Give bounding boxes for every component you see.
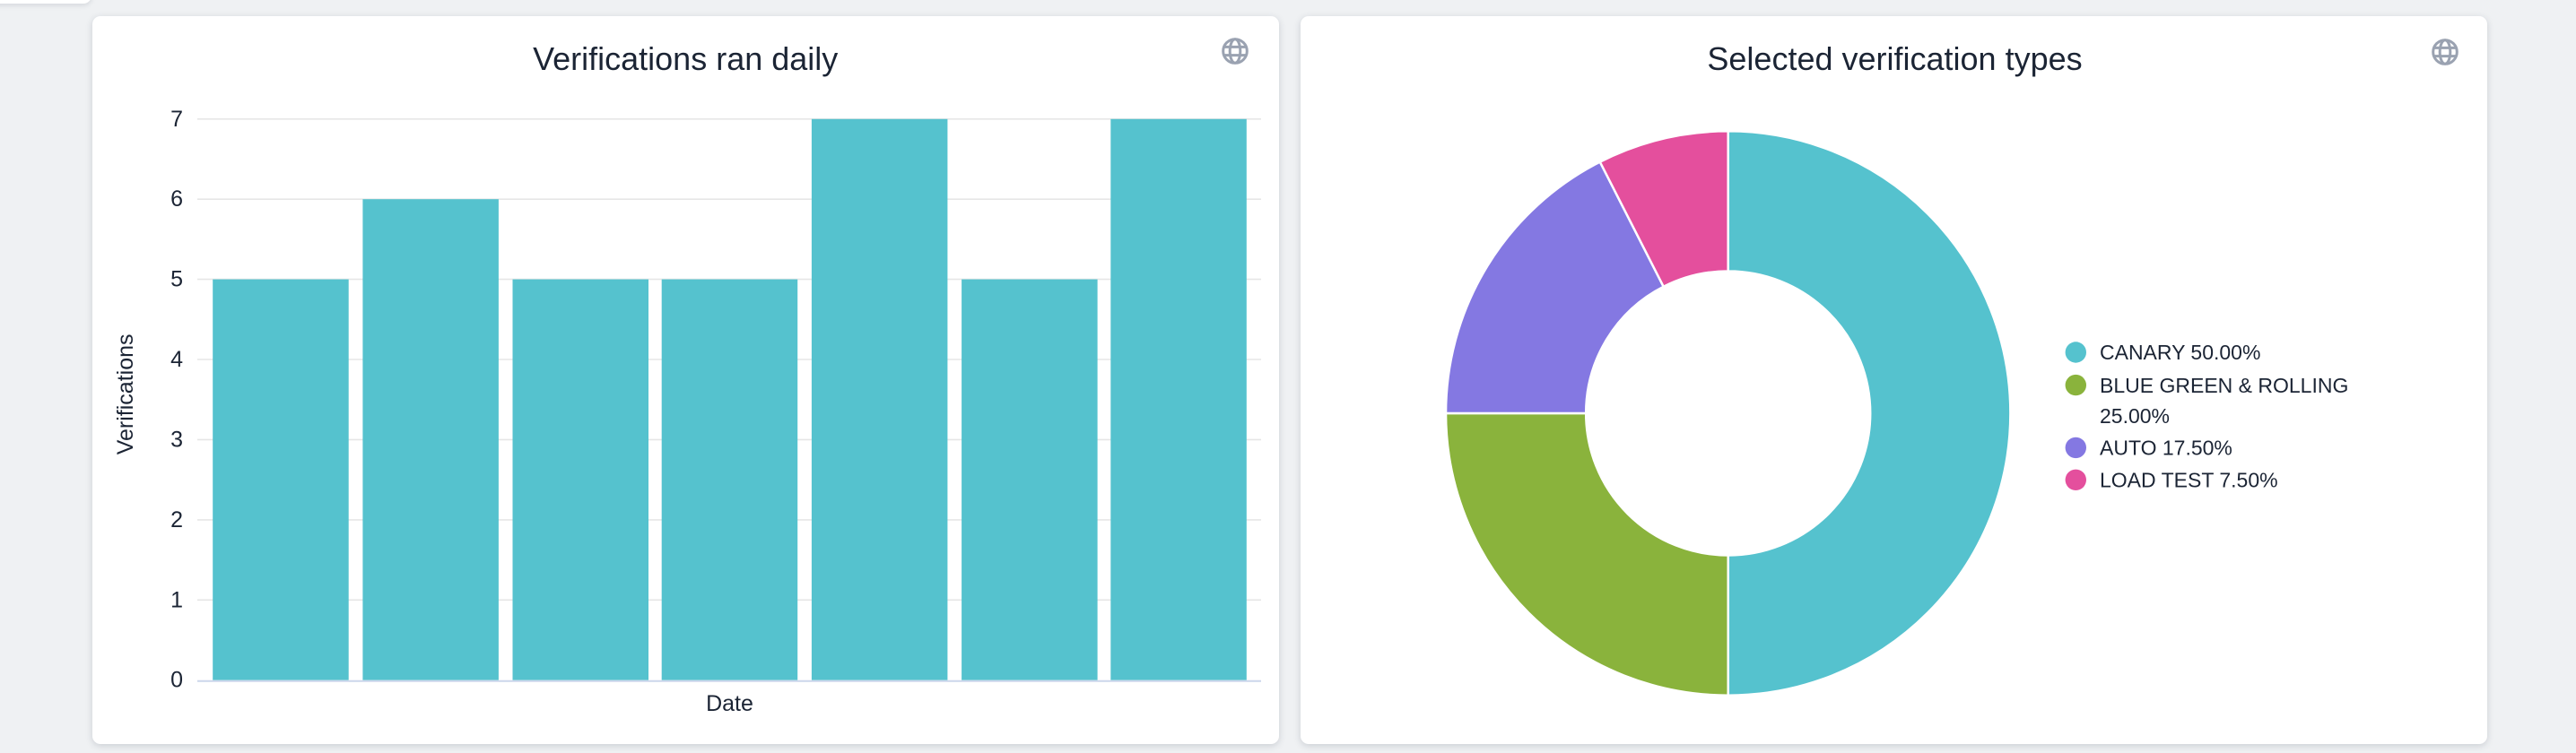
- svg-text:Selected verification types: Selected verification types: [1707, 40, 2082, 77]
- svg-text:4: 4: [170, 347, 183, 372]
- svg-text:Verifications ran daily: Verifications ran daily: [533, 40, 838, 77]
- svg-text:0: 0: [170, 668, 183, 693]
- svg-text:BLUE GREEN & ROLLING: BLUE GREEN & ROLLING: [2100, 374, 2348, 397]
- svg-text:3: 3: [170, 427, 183, 452]
- svg-text:7: 7: [170, 107, 183, 132]
- svg-text:5: 5: [170, 267, 183, 292]
- svg-text:LOAD TEST 7.50%: LOAD TEST 7.50%: [2100, 469, 2278, 492]
- svg-text:AUTO 17.50%: AUTO 17.50%: [2100, 437, 2232, 460]
- svg-text:25.00%: 25.00%: [2100, 404, 2170, 428]
- svg-text:Verifications: Verifications: [113, 334, 138, 455]
- svg-text:CANARY 50.00%: CANARY 50.00%: [2100, 341, 2260, 364]
- svg-text:1: 1: [170, 587, 183, 612]
- svg-text:2: 2: [170, 507, 183, 532]
- svg-text:Date: Date: [706, 691, 753, 716]
- svg-text:6: 6: [170, 186, 183, 212]
